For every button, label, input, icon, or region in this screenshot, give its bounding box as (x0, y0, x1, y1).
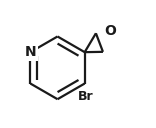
Text: N: N (24, 45, 36, 59)
Text: O: O (105, 24, 117, 38)
Text: Br: Br (78, 90, 94, 103)
